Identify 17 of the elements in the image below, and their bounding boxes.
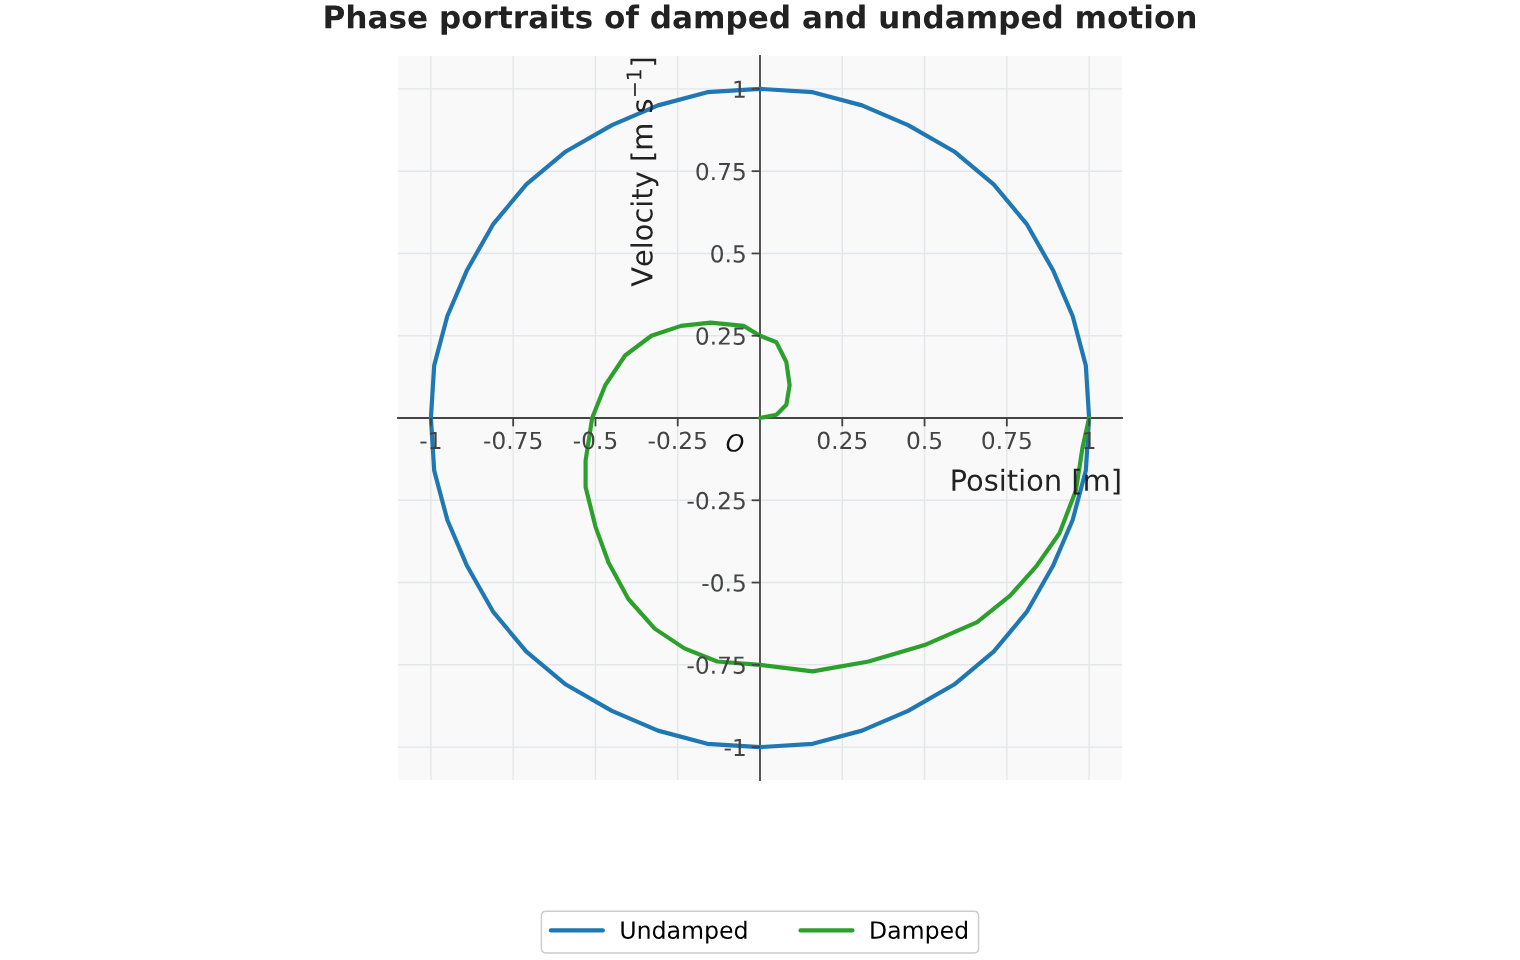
x-tick-label: 0.75 [982,431,1031,450]
legend-label: Undamped [621,920,747,944]
y-tick-label: -0.5 [702,574,745,592]
y-tick-label: 0.75 [696,162,745,181]
x-tick-label: -0.25 [648,431,706,450]
x-tick-label: 0.25 [817,431,867,450]
y-axis-title: Velocity [m s$^{−1}$] [626,58,659,287]
x-tick-label: -0.75 [484,431,542,450]
annotation: O [726,433,744,452]
legend-label: Damped [871,920,967,944]
y-tick-label: -0.75 [687,656,745,675]
y-tick-label: 0.25 [696,327,745,345]
x-tick-label: 1 [1084,431,1095,449]
y-tick-label: 0.5 [711,245,745,263]
y-tick-label: -0.25 [687,491,745,510]
chart-title: Phase portraits of damped and undamped motion [325,4,1196,35]
x-tick-label: 0.5 [907,431,942,450]
